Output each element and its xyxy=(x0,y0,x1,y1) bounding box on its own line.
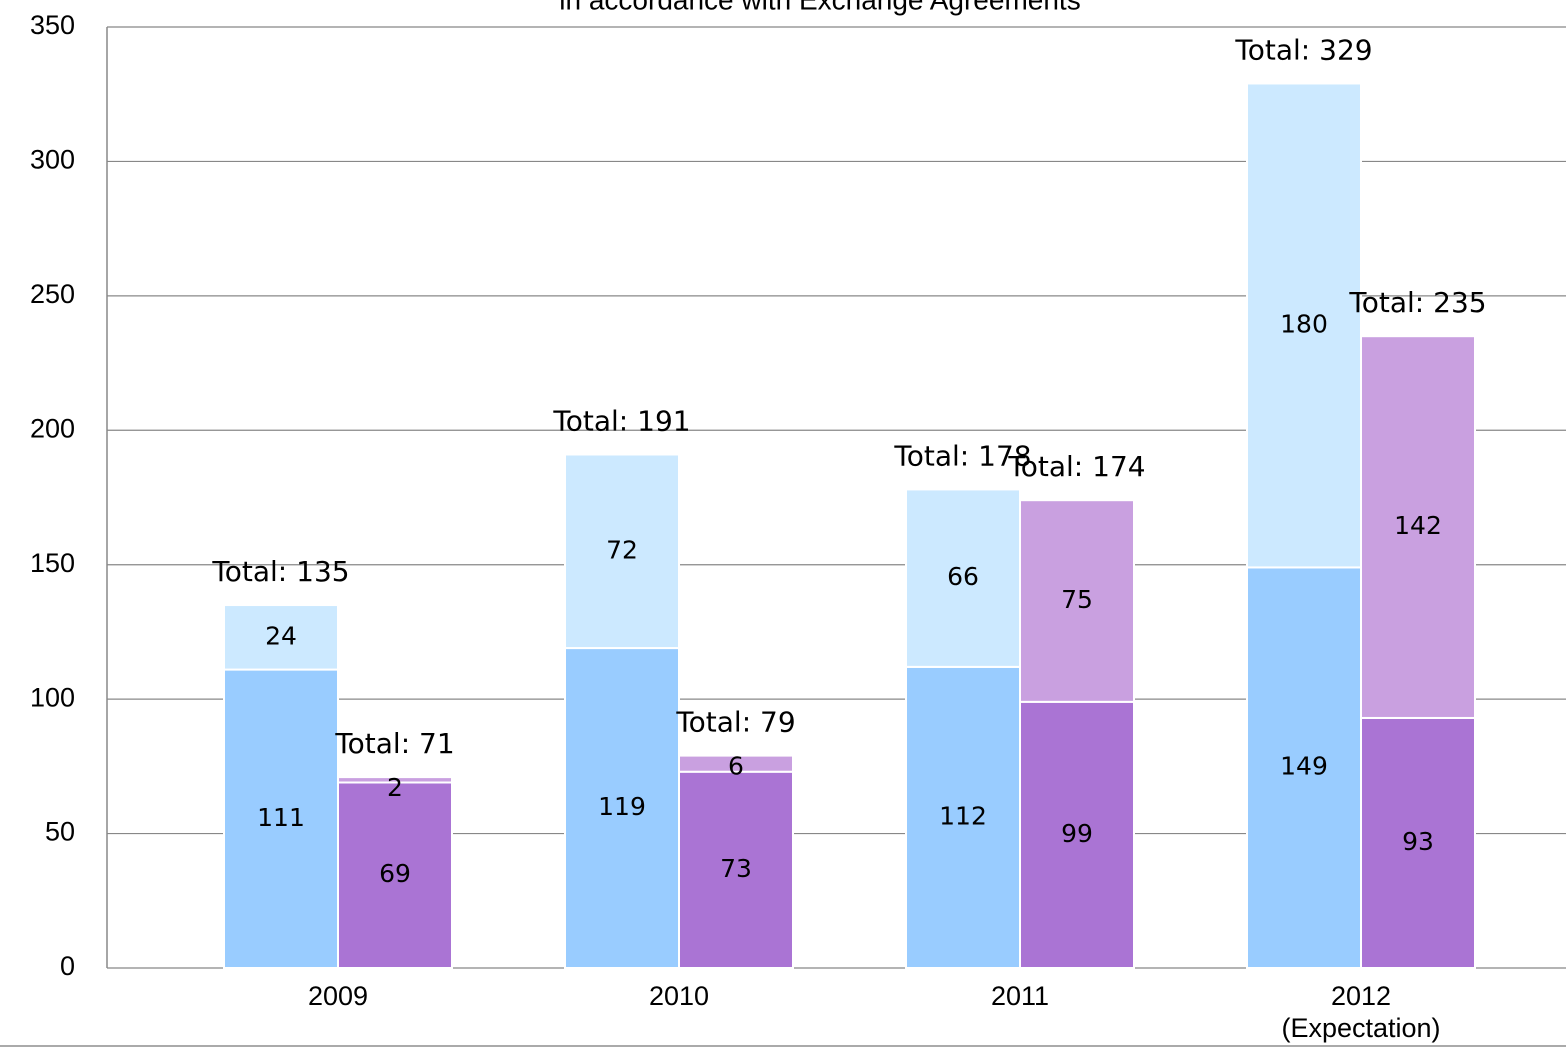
data-label: 180 xyxy=(1280,309,1328,338)
y-tick-label: 0 xyxy=(60,951,75,981)
bar-segment xyxy=(1246,566,1362,969)
bar-segment xyxy=(1246,82,1362,569)
data-label: 142 xyxy=(1394,511,1442,540)
total-label: Total: 191 xyxy=(552,404,690,437)
x-tick-label: 2011 xyxy=(990,981,1050,1011)
y-tick-label: 250 xyxy=(30,279,75,309)
data-label: 99 xyxy=(1061,819,1093,848)
data-label: 119 xyxy=(598,792,646,821)
y-tick-label: 50 xyxy=(45,817,75,847)
data-label: 93 xyxy=(1402,827,1434,856)
total-label: Total: 174 xyxy=(1007,450,1145,483)
chart-title: in accordance with Exchange Agreements xyxy=(559,0,1080,15)
data-label: 66 xyxy=(947,562,979,591)
x-tick-label: 2010 xyxy=(648,981,710,1011)
bar-segment xyxy=(1360,335,1476,719)
bar-segment xyxy=(337,776,453,784)
bar-segment xyxy=(678,754,794,773)
data-label: 112 xyxy=(939,801,987,830)
total-label: Total: 79 xyxy=(675,706,795,739)
total-label: Total: 329 xyxy=(1234,33,1372,66)
data-label: 111 xyxy=(257,803,305,832)
data-label: 149 xyxy=(1280,752,1328,781)
x-tick-label: 2012 (Expectation) xyxy=(1281,981,1441,1043)
bar-segment xyxy=(223,604,339,671)
total-label: Total: 135 xyxy=(211,555,349,588)
data-label: 69 xyxy=(379,859,411,888)
data-label: 73 xyxy=(720,854,752,883)
total-label: Total: 178 xyxy=(893,439,1031,472)
data-label: 75 xyxy=(1061,585,1093,614)
y-tick-label: 200 xyxy=(30,413,75,443)
bar-segment xyxy=(564,647,680,969)
bar-segment xyxy=(337,781,453,970)
y-tick-label: 350 xyxy=(30,10,75,40)
bar-segment xyxy=(905,665,1021,969)
y-tick-label: 150 xyxy=(30,548,75,578)
total-label: Total: 71 xyxy=(334,727,454,760)
bar-segment xyxy=(678,770,794,970)
bar-segment xyxy=(905,488,1021,668)
bar-segment xyxy=(1019,499,1135,703)
total-label: Total: 235 xyxy=(1348,286,1486,319)
x-tick-label: 2009 xyxy=(307,981,369,1011)
y-tick-label: 100 xyxy=(30,682,75,712)
data-label: 2 xyxy=(387,773,403,802)
data-label: 24 xyxy=(265,621,297,650)
data-label: 72 xyxy=(606,535,638,564)
bar-segment xyxy=(564,453,680,650)
y-tick-label: 300 xyxy=(30,145,75,175)
bar-segment xyxy=(1360,716,1476,969)
data-label: 6 xyxy=(728,752,744,781)
